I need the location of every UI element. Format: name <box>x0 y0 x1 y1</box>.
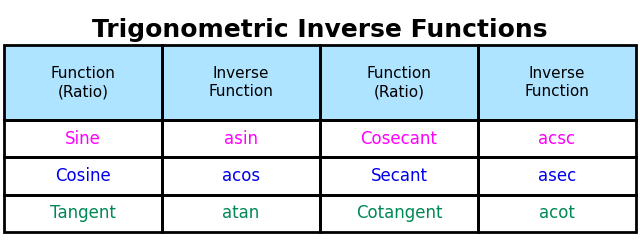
Text: atan: atan <box>222 204 260 222</box>
Bar <box>162 195 320 232</box>
Bar <box>4 195 162 232</box>
Bar <box>478 195 636 232</box>
Bar <box>162 120 320 157</box>
Bar <box>478 157 636 195</box>
Text: Cotangent: Cotangent <box>356 204 442 222</box>
Bar <box>320 157 478 195</box>
Bar <box>478 45 636 120</box>
Bar <box>4 120 162 157</box>
Bar <box>162 45 320 120</box>
Bar <box>320 45 478 120</box>
Text: acot: acot <box>539 204 575 222</box>
Text: Sine: Sine <box>65 130 101 148</box>
Bar <box>320 120 478 157</box>
Text: Cosine: Cosine <box>55 167 111 185</box>
Text: Function
(Ratio): Function (Ratio) <box>367 66 431 99</box>
Text: acsc: acsc <box>538 130 575 148</box>
Bar <box>320 195 478 232</box>
Bar <box>478 120 636 157</box>
Bar <box>320 45 478 120</box>
Bar <box>4 45 162 120</box>
Text: acos: acos <box>222 167 260 185</box>
Text: asec: asec <box>538 167 576 185</box>
Text: Inverse
Function: Inverse Function <box>525 66 589 99</box>
Bar <box>4 157 162 195</box>
Text: Trigonometric Inverse Functions: Trigonometric Inverse Functions <box>92 18 548 42</box>
Bar <box>320 157 478 195</box>
Bar <box>478 45 636 120</box>
Bar <box>478 195 636 232</box>
Bar <box>4 45 162 120</box>
Bar <box>162 120 320 157</box>
Bar <box>162 195 320 232</box>
Bar <box>162 157 320 195</box>
Bar <box>162 45 320 120</box>
Bar <box>320 195 478 232</box>
Text: Tangent: Tangent <box>50 204 116 222</box>
Text: Inverse
Function: Inverse Function <box>209 66 273 99</box>
Bar <box>478 120 636 157</box>
Bar <box>4 157 162 195</box>
Bar <box>320 120 478 157</box>
Bar <box>4 120 162 157</box>
Text: Function
(Ratio): Function (Ratio) <box>51 66 115 99</box>
Text: Cosecant: Cosecant <box>360 130 437 148</box>
Text: asin: asin <box>224 130 258 148</box>
Bar <box>4 195 162 232</box>
Text: Secant: Secant <box>371 167 428 185</box>
Bar <box>162 157 320 195</box>
Bar <box>478 157 636 195</box>
